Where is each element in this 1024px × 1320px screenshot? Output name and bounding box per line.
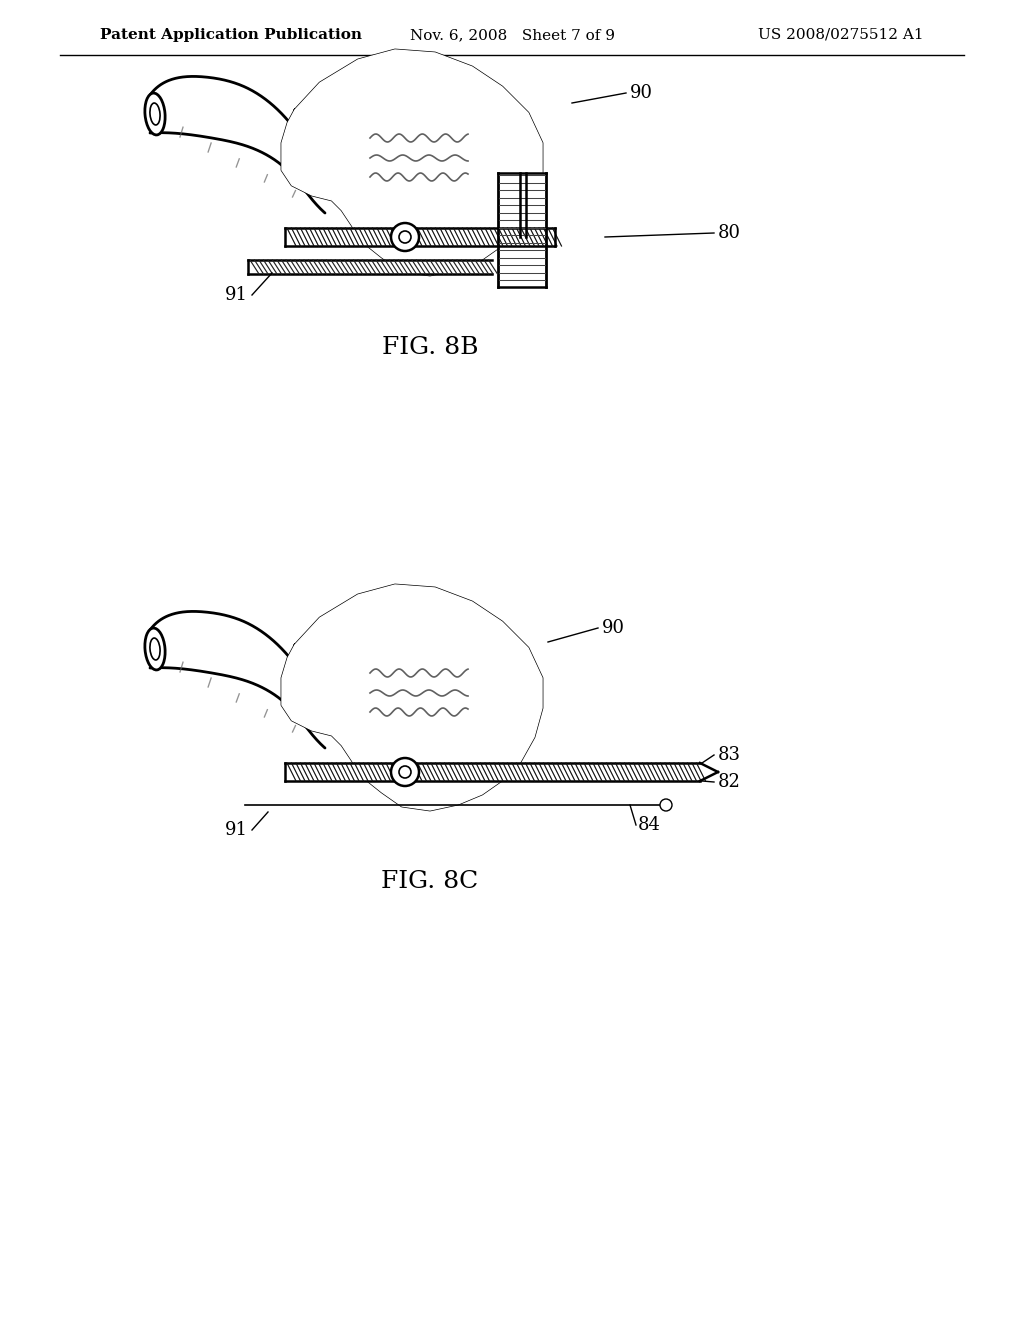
Polygon shape: [150, 612, 325, 748]
Ellipse shape: [144, 94, 165, 135]
Text: 90: 90: [602, 619, 625, 638]
Text: 91: 91: [225, 286, 248, 304]
Text: 82: 82: [718, 774, 741, 791]
Ellipse shape: [144, 628, 165, 671]
Polygon shape: [498, 173, 546, 286]
Polygon shape: [520, 173, 526, 236]
Text: FIG. 8B: FIG. 8B: [382, 335, 478, 359]
Polygon shape: [285, 763, 700, 781]
Polygon shape: [150, 77, 325, 213]
Polygon shape: [282, 50, 542, 275]
Polygon shape: [282, 585, 542, 810]
Text: US 2008/0275512 A1: US 2008/0275512 A1: [759, 28, 924, 42]
Text: 90: 90: [630, 84, 653, 102]
Circle shape: [391, 223, 419, 251]
Text: Nov. 6, 2008   Sheet 7 of 9: Nov. 6, 2008 Sheet 7 of 9: [410, 28, 614, 42]
Circle shape: [660, 799, 672, 810]
Text: 80: 80: [718, 224, 741, 242]
Circle shape: [391, 758, 419, 785]
Polygon shape: [285, 228, 555, 246]
Text: 84: 84: [638, 816, 660, 834]
Text: 91: 91: [225, 821, 248, 840]
Text: FIG. 8C: FIG. 8C: [381, 870, 478, 894]
Polygon shape: [248, 260, 492, 275]
Text: Patent Application Publication: Patent Application Publication: [100, 28, 362, 42]
Text: 83: 83: [718, 746, 741, 764]
